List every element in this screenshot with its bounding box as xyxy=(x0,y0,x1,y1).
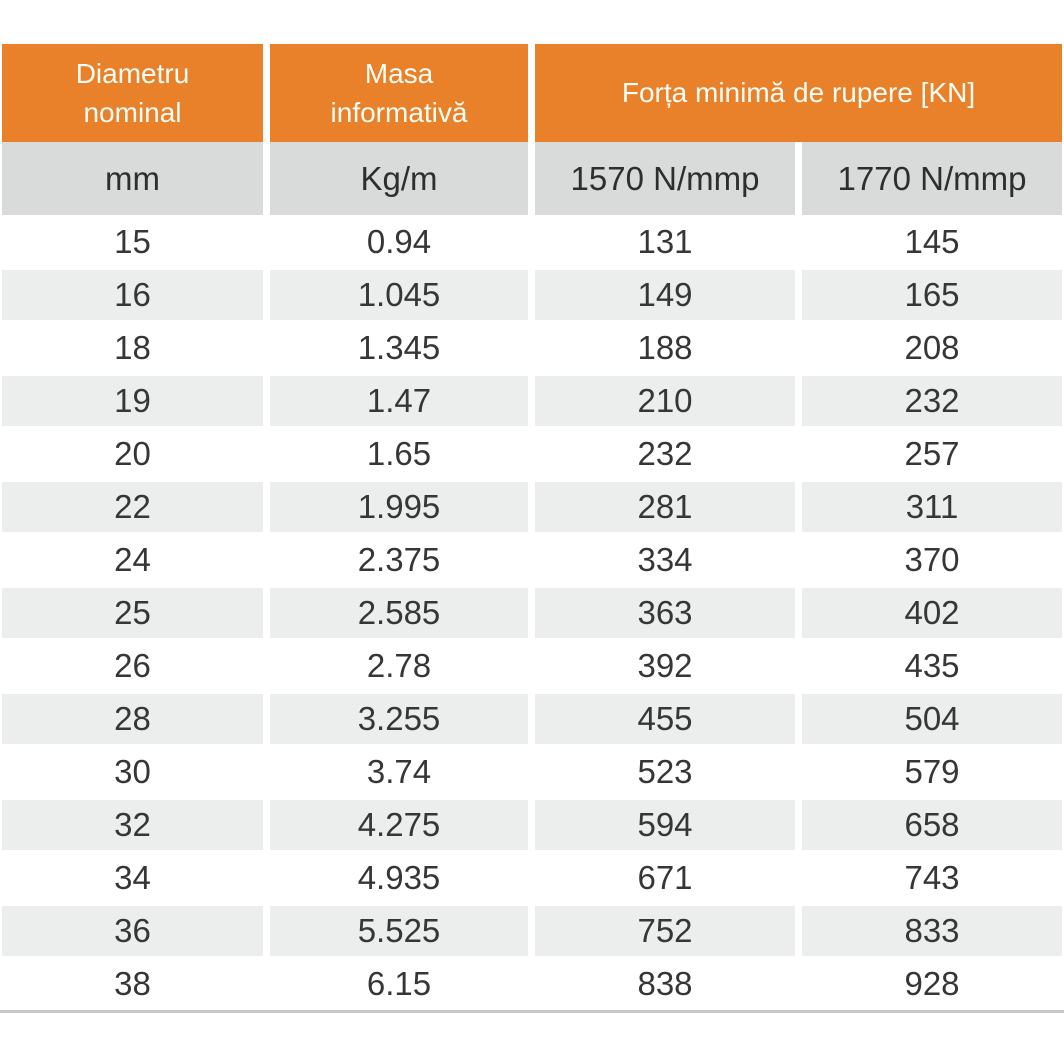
table-row: 24 2.375 334 370 xyxy=(2,533,1062,586)
table-body: 15 0.94 131 145 16 1.045 149 165 18 1.345 188 208 19… xyxy=(2,215,1062,1010)
cell-force-1770: 833 xyxy=(795,904,1062,957)
cell-force-1570: 455 xyxy=(528,692,795,745)
cell-mass-kg-per-m: 3.74 xyxy=(263,745,528,798)
subheader-1770-nmmp: 1770 N/mmp xyxy=(795,142,1062,215)
table-row: 22 1.995 281 311 xyxy=(2,480,1062,533)
cell-force-1770: 579 xyxy=(795,745,1062,798)
cell-mass-kg-per-m: 2.375 xyxy=(263,533,528,586)
table-row: 25 2.585 363 402 xyxy=(2,586,1062,639)
bottom-rule xyxy=(0,1010,1064,1013)
cell-mass-kg-per-m: 2.78 xyxy=(263,639,528,692)
cell-diameter-mm: 16 xyxy=(2,268,263,321)
cell-mass-kg-per-m: 1.65 xyxy=(263,427,528,480)
cell-diameter-mm: 22 xyxy=(2,480,263,533)
cell-force-1770: 208 xyxy=(795,321,1062,374)
cell-force-1770: 928 xyxy=(795,957,1062,1010)
cell-mass-kg-per-m: 6.15 xyxy=(263,957,528,1010)
cell-force-1570: 188 xyxy=(528,321,795,374)
cell-diameter-mm: 28 xyxy=(2,692,263,745)
cell-diameter-mm: 18 xyxy=(2,321,263,374)
rope-spec-table: Diametru nominal Masa informativă Forța … xyxy=(2,44,1062,1010)
cell-force-1570: 210 xyxy=(528,374,795,427)
cell-diameter-mm: 24 xyxy=(2,533,263,586)
header-diametru-nominal: Diametru nominal xyxy=(2,44,263,142)
cell-mass-kg-per-m: 5.525 xyxy=(263,904,528,957)
table-row: 30 3.74 523 579 xyxy=(2,745,1062,798)
table-row: 19 1.47 210 232 xyxy=(2,374,1062,427)
cell-diameter-mm: 26 xyxy=(2,639,263,692)
cell-force-1570: 838 xyxy=(528,957,795,1010)
table-row: 36 5.525 752 833 xyxy=(2,904,1062,957)
cell-mass-kg-per-m: 0.94 xyxy=(263,215,528,268)
cell-force-1570: 232 xyxy=(528,427,795,480)
cell-diameter-mm: 20 xyxy=(2,427,263,480)
table-row: 28 3.255 455 504 xyxy=(2,692,1062,745)
cell-force-1570: 334 xyxy=(528,533,795,586)
cell-diameter-mm: 38 xyxy=(2,957,263,1010)
table-row: 26 2.78 392 435 xyxy=(2,639,1062,692)
cell-force-1770: 402 xyxy=(795,586,1062,639)
cell-mass-kg-per-m: 3.255 xyxy=(263,692,528,745)
table-row: 32 4.275 594 658 xyxy=(2,798,1062,851)
cell-mass-kg-per-m: 1.995 xyxy=(263,480,528,533)
cell-mass-kg-per-m: 2.585 xyxy=(263,586,528,639)
cell-force-1570: 363 xyxy=(528,586,795,639)
cell-mass-kg-per-m: 1.47 xyxy=(263,374,528,427)
cell-force-1770: 658 xyxy=(795,798,1062,851)
cell-force-1770: 504 xyxy=(795,692,1062,745)
cell-force-1570: 671 xyxy=(528,851,795,904)
cell-force-1570: 523 xyxy=(528,745,795,798)
cell-diameter-mm: 36 xyxy=(2,904,263,957)
subheader-kg-per-m: Kg/m xyxy=(263,142,528,215)
cell-mass-kg-per-m: 1.345 xyxy=(263,321,528,374)
cell-force-1770: 370 xyxy=(795,533,1062,586)
table-row: 15 0.94 131 145 xyxy=(2,215,1062,268)
subheader-mm: mm xyxy=(2,142,263,215)
cell-diameter-mm: 25 xyxy=(2,586,263,639)
cell-diameter-mm: 30 xyxy=(2,745,263,798)
subheader-1570-nmmp: 1570 N/mmp xyxy=(528,142,795,215)
cell-force-1770: 311 xyxy=(795,480,1062,533)
table-row: 18 1.345 188 208 xyxy=(2,321,1062,374)
cell-force-1770: 743 xyxy=(795,851,1062,904)
cell-diameter-mm: 34 xyxy=(2,851,263,904)
cell-mass-kg-per-m: 4.275 xyxy=(263,798,528,851)
cell-mass-kg-per-m: 1.045 xyxy=(263,268,528,321)
cell-force-1570: 149 xyxy=(528,268,795,321)
cell-force-1570: 392 xyxy=(528,639,795,692)
cell-force-1770: 257 xyxy=(795,427,1062,480)
cell-force-1570: 131 xyxy=(528,215,795,268)
subheader-row: mm Kg/m 1570 N/mmp 1770 N/mmp xyxy=(2,142,1062,215)
cell-force-1770: 165 xyxy=(795,268,1062,321)
cell-force-1570: 281 xyxy=(528,480,795,533)
cell-diameter-mm: 15 xyxy=(2,215,263,268)
cell-force-1770: 232 xyxy=(795,374,1062,427)
header-row: Diametru nominal Masa informativă Forța … xyxy=(2,44,1062,142)
table-row: 20 1.65 232 257 xyxy=(2,427,1062,480)
cell-force-1570: 594 xyxy=(528,798,795,851)
cell-diameter-mm: 32 xyxy=(2,798,263,851)
cell-force-1770: 145 xyxy=(795,215,1062,268)
cell-force-1770: 435 xyxy=(795,639,1062,692)
cell-force-1570: 752 xyxy=(528,904,795,957)
header-forta-minima: Forța minimă de rupere [KN] xyxy=(528,44,1062,142)
table-row: 34 4.935 671 743 xyxy=(2,851,1062,904)
header-masa-informativa: Masa informativă xyxy=(263,44,528,142)
cell-mass-kg-per-m: 4.935 xyxy=(263,851,528,904)
table-row: 16 1.045 149 165 xyxy=(2,268,1062,321)
cell-diameter-mm: 19 xyxy=(2,374,263,427)
table-row: 38 6.15 838 928 xyxy=(2,957,1062,1010)
rope-spec-table-page: Diametru nominal Masa informativă Forța … xyxy=(0,44,1064,1013)
